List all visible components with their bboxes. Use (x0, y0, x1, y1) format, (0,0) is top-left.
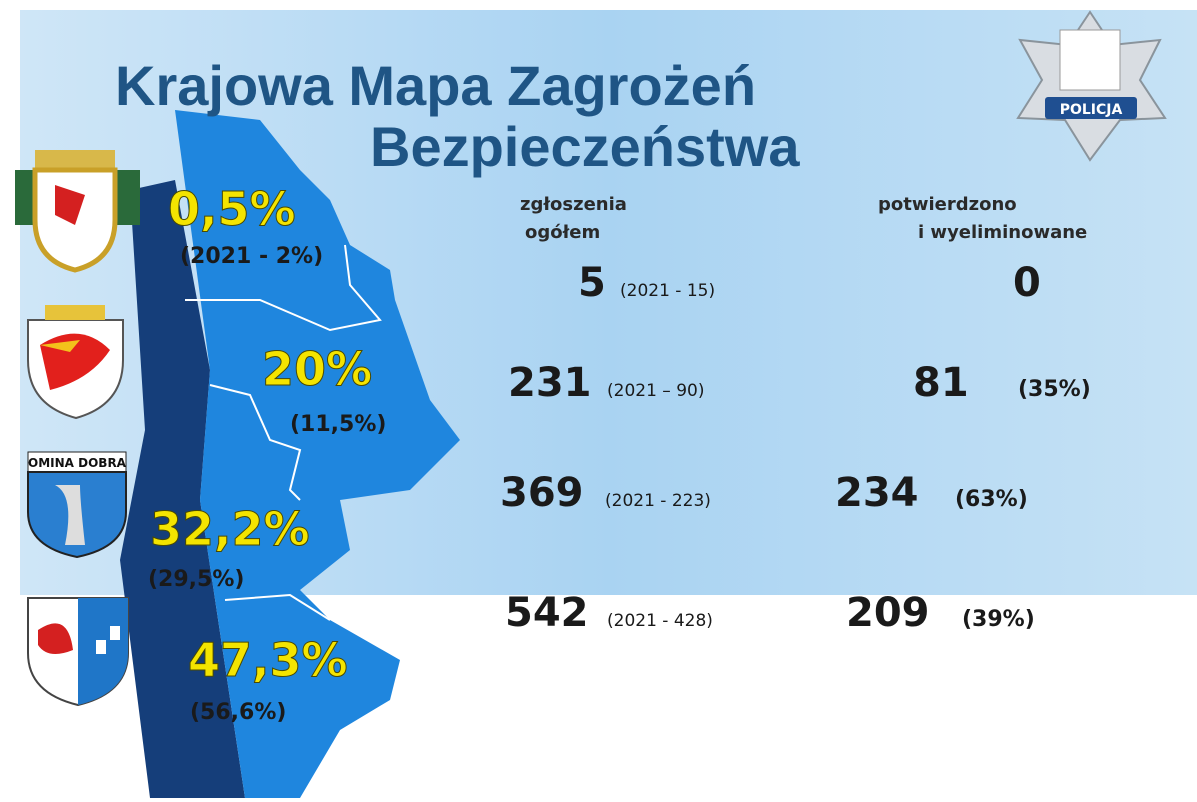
map-region (175, 110, 460, 798)
confirmed-pct: (35%) (1018, 377, 1091, 402)
border (224, 593, 331, 621)
reports-2021: (2021 - 223) (605, 491, 711, 511)
border (185, 244, 382, 332)
share: 32,2% (150, 502, 310, 556)
crest (27, 305, 124, 420)
share-2021: (11,5%) (290, 412, 386, 437)
crest-label: OMINA DOBRA (28, 456, 127, 470)
share-2021: (2021 - 2%) (180, 244, 323, 269)
confirmed-pct: (63%) (955, 487, 1028, 512)
column-header: ogółem (525, 222, 600, 243)
column-header: i wyeliminowane (918, 222, 1087, 243)
share-2021: (56,6%) (190, 700, 286, 725)
reports: 542 (505, 590, 589, 636)
share: 20% (262, 342, 372, 396)
reports: 5 (578, 260, 606, 306)
share: 0,5% (168, 182, 296, 236)
badge-label: POLICJA (1060, 102, 1123, 118)
border (209, 384, 302, 501)
crest (27, 597, 129, 707)
column-header: potwierdzono (878, 194, 1017, 215)
share-2021: (29,5%) (148, 567, 244, 592)
column-header: zgłoszenia (520, 194, 627, 215)
reports-2021: (2021 – 90) (607, 381, 704, 401)
crest (15, 150, 140, 273)
map-shadow (120, 180, 245, 798)
confirmed: 234 (835, 470, 919, 516)
title: Bezpieczeństwa (370, 115, 800, 178)
reports: 231 (508, 360, 592, 406)
reports-2021: (2021 - 15) (620, 281, 715, 301)
reports: 369 (500, 470, 584, 516)
confirmed-pct: (39%) (962, 607, 1035, 632)
police-badge: POLICJA (1016, 10, 1167, 162)
share: 47,3% (188, 633, 348, 687)
confirmed: 81 (913, 360, 969, 406)
confirmed: 0 (1013, 260, 1041, 306)
confirmed: 209 (846, 590, 930, 636)
crest: OMINA DOBRA (27, 451, 127, 559)
reports-2021: (2021 - 428) (607, 611, 713, 631)
title: Krajowa Mapa Zagrożeń (115, 54, 756, 117)
